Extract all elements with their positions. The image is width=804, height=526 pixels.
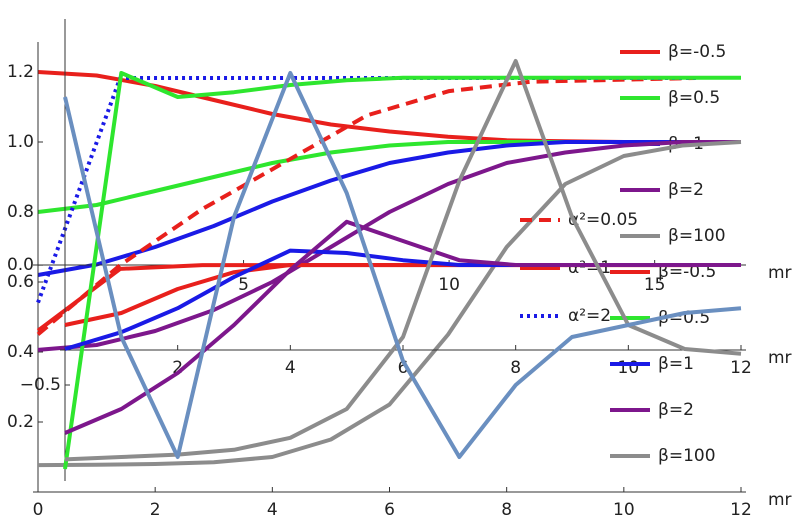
x-tick-label: 12 xyxy=(730,500,752,520)
y-tick-label: 1.2 xyxy=(7,62,34,82)
series-line xyxy=(37,140,741,352)
x-tick-label: 12 xyxy=(730,358,752,378)
y-tick-label: 0.4 xyxy=(7,342,34,362)
y-tick-label: −0.5 xyxy=(20,375,61,395)
x-tick-label: 10 xyxy=(613,500,635,520)
x-tick-label: 15 xyxy=(644,275,666,295)
series-line xyxy=(37,140,742,468)
x-tick-label: 10 xyxy=(618,358,640,378)
x-tick-label: 2 xyxy=(150,500,161,520)
legend-label: β=2 xyxy=(668,180,704,200)
legend-label: β=100 xyxy=(658,446,716,466)
y-tick-label: 0.2 xyxy=(7,412,34,432)
legend-label: α²=1 xyxy=(568,258,611,278)
y-tick-label: 0.0 xyxy=(7,255,34,275)
series-line xyxy=(37,140,741,277)
y-tick-label: 1.0 xyxy=(7,132,34,152)
legend-label: β=100 xyxy=(668,226,726,246)
x-axis-label: mr xyxy=(768,490,792,510)
x-tick-label: 10 xyxy=(438,275,460,295)
legend-label: α²=2 xyxy=(568,306,611,326)
x-tick-label: 6 xyxy=(398,358,409,378)
legend-label: β=1 xyxy=(658,354,694,374)
y-tick-label: 0.8 xyxy=(7,202,34,222)
x-tick-label: 4 xyxy=(267,500,278,520)
x-tick-label: 8 xyxy=(510,358,521,378)
x-tick-label: 6 xyxy=(384,500,395,520)
x-tick-label: 5 xyxy=(238,275,249,295)
x-axis-label: mr xyxy=(768,348,792,368)
x-axis-label: mr xyxy=(768,263,792,283)
x-tick-label: 4 xyxy=(285,358,296,378)
legend-label: β=0.5 xyxy=(668,88,720,108)
x-tick-label: 2 xyxy=(172,358,183,378)
series-line xyxy=(36,76,696,336)
x-tick-label: 0 xyxy=(33,500,44,520)
y-tick-label: 0.6 xyxy=(7,272,34,292)
series-line xyxy=(63,71,742,459)
legend-label: β=2 xyxy=(658,400,694,420)
series-line xyxy=(64,219,741,435)
x-tick-label: 8 xyxy=(501,500,512,520)
legend-label: β=-0.5 xyxy=(668,42,726,62)
series-line xyxy=(63,71,741,470)
legend-label: α²=0.05 xyxy=(568,210,638,230)
